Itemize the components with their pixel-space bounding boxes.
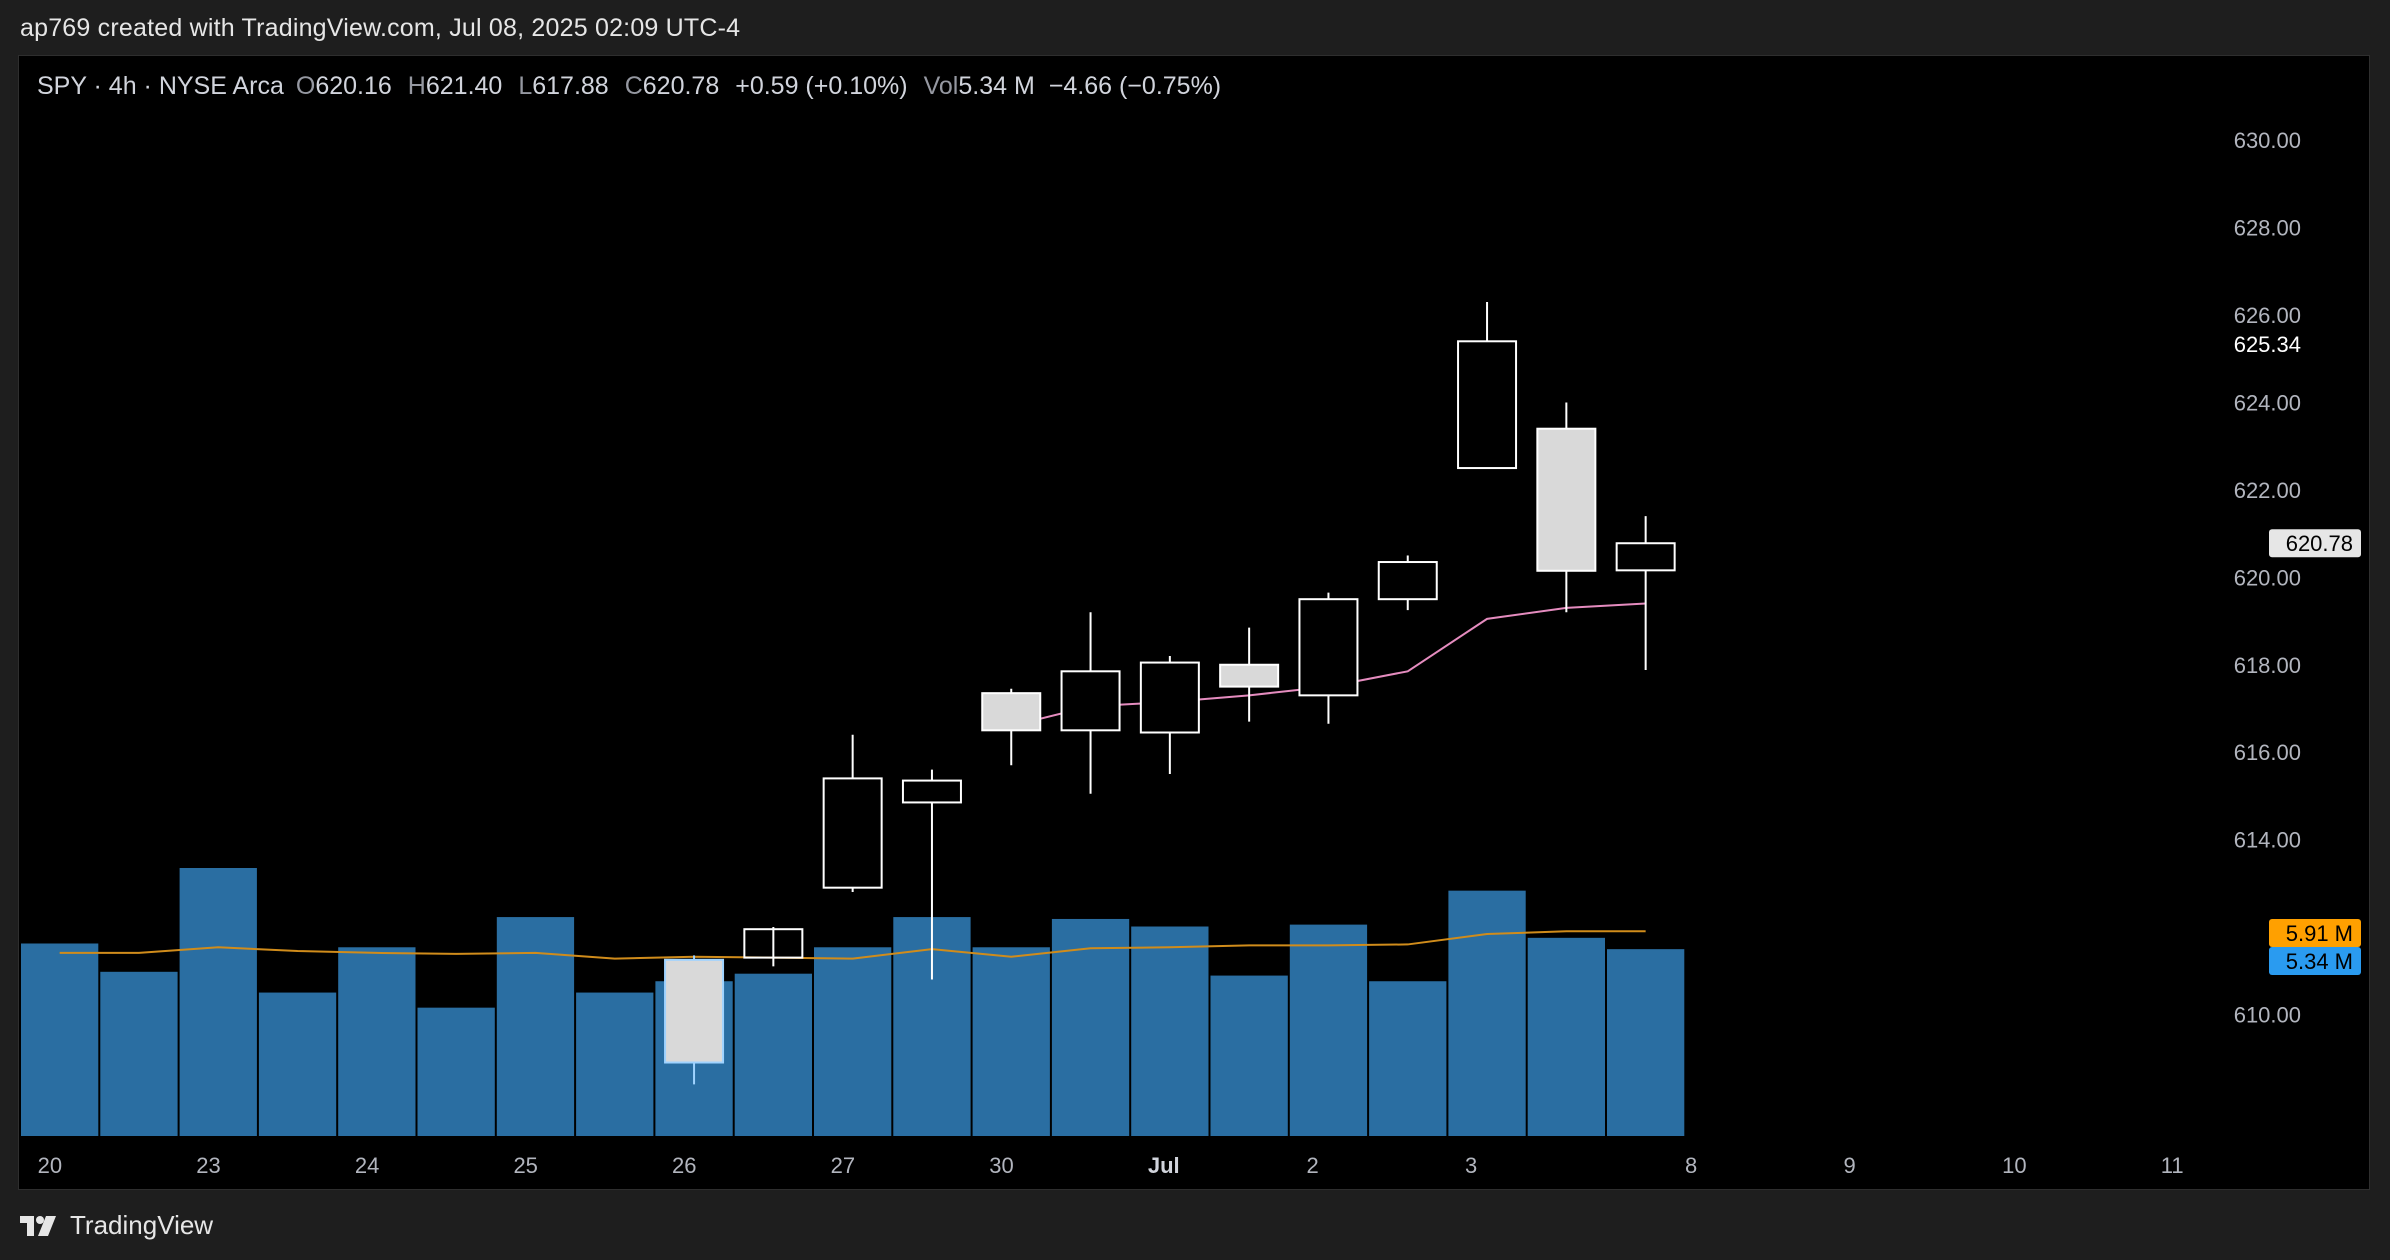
- volume-bar: [496, 917, 575, 1136]
- tradingview-logo-icon: [20, 1215, 56, 1236]
- candle-body: [1139, 661, 1200, 734]
- x-tick-label: 3: [1465, 1153, 1477, 1178]
- y-tick-label: 616.00: [2234, 740, 2301, 765]
- x-tick-label: 11: [2161, 1153, 2184, 1178]
- volume-bar: [1210, 975, 1288, 1136]
- volume-label: 5.34 M: [2286, 949, 2353, 974]
- x-tick-label: 10: [2002, 1153, 2026, 1178]
- candle-body: [1219, 663, 1280, 688]
- x-tick-label: 20: [38, 1153, 62, 1178]
- volume-ma-label: 5.91 M: [2286, 921, 2353, 946]
- x-tick-label: 2: [1306, 1153, 1318, 1178]
- tradingview-brand[interactable]: TradingView: [20, 1210, 213, 1241]
- x-tick-label: 30: [989, 1153, 1013, 1178]
- volume-bar: [972, 947, 1050, 1136]
- x-tick-label: 8: [1685, 1153, 1697, 1178]
- last-price-label: 620.78: [2286, 531, 2353, 556]
- y-tick-label: 626.00: [2234, 303, 2301, 328]
- y-tick-label: 614.00: [2234, 828, 2301, 853]
- candle-body: [901, 779, 962, 804]
- y-tick-label: 620.00: [2234, 565, 2301, 590]
- chart-caption: ap769 created with TradingView.com, Jul …: [20, 14, 741, 42]
- high-price-label: 625.34: [2234, 332, 2301, 357]
- volume-bar: [258, 992, 337, 1136]
- candle-body: [1060, 670, 1121, 732]
- volume-ma-line: [59, 930, 1646, 960]
- brand-name: TradingView: [70, 1210, 214, 1240]
- y-tick-label: 610.00: [2234, 1002, 2301, 1027]
- volume-bar: [814, 947, 892, 1136]
- candle-body: [1377, 561, 1438, 601]
- volume-bar: [576, 992, 654, 1136]
- candle-body: [1457, 340, 1518, 470]
- volume-label-bg: [2269, 947, 2361, 975]
- legend-volume-change: −4.66 (−0.75%): [1048, 72, 1222, 100]
- candle-body: [743, 928, 804, 959]
- x-tick-label: 24: [355, 1153, 379, 1178]
- x-tick-label: Jul: [1148, 1153, 1180, 1178]
- legend-volume: Vol5.34 M: [923, 72, 1035, 100]
- legend-open: O620.16: [295, 72, 392, 100]
- legend-low: L617.88: [518, 72, 609, 100]
- candle-body: [981, 692, 1042, 732]
- volume-bar: [1369, 981, 1447, 1136]
- legend-high: H621.40: [407, 72, 503, 100]
- volume-bar: [100, 971, 178, 1136]
- volume-bar: [1448, 890, 1526, 1136]
- volume-bar: [338, 947, 416, 1136]
- y-tick-label: 630.00: [2234, 128, 2301, 153]
- volume-bar: [1527, 937, 1605, 1136]
- y-tick-label: 622.00: [2234, 478, 2301, 503]
- legend-change: +0.59 (+0.10%): [735, 72, 908, 100]
- y-tick-label: 628.00: [2234, 216, 2301, 241]
- x-tick-label: 26: [672, 1153, 696, 1178]
- y-tick-label: 624.00: [2234, 390, 2301, 415]
- volume-bar: [417, 1007, 495, 1136]
- candle-body: [1615, 542, 1676, 572]
- volume-bar: [1289, 924, 1368, 1136]
- price-volume-chart[interactable]: 630.00 628.00 626.00 624.00 622.00 620.00 618.…: [19, 56, 2370, 1190]
- volume-bar: [1607, 949, 1685, 1136]
- x-tick-label: 23: [196, 1153, 220, 1178]
- candle-body: [1298, 598, 1359, 697]
- candle-body: [822, 777, 883, 889]
- x-tick-label: 25: [513, 1153, 537, 1178]
- x-tick-label: 9: [1844, 1153, 1856, 1178]
- volume-bar: [179, 868, 257, 1136]
- volume-bar: [1051, 918, 1130, 1136]
- last-price-label-bg: [2269, 529, 2361, 558]
- candle-body: [1536, 427, 1597, 572]
- chart-pane[interactable]: 630.00 628.00 626.00 624.00 622.00 620.00 618.…: [18, 55, 2370, 1190]
- volume-ma-label-bg: [2269, 919, 2361, 947]
- legend-close: C620.78: [624, 72, 720, 100]
- y-tick-label: 618.00: [2234, 653, 2301, 678]
- volume-bar: [734, 973, 812, 1136]
- symbol-legend: SPY · 4h · NYSE Arca O620.16 H621.40 L61…: [37, 72, 1221, 101]
- volume-bar: [1131, 926, 1209, 1136]
- volume-bar: [21, 943, 99, 1136]
- candle-body: [664, 958, 725, 1064]
- x-tick-label: 27: [831, 1153, 855, 1178]
- symbol-label[interactable]: SPY · 4h · NYSE Arca: [37, 72, 284, 100]
